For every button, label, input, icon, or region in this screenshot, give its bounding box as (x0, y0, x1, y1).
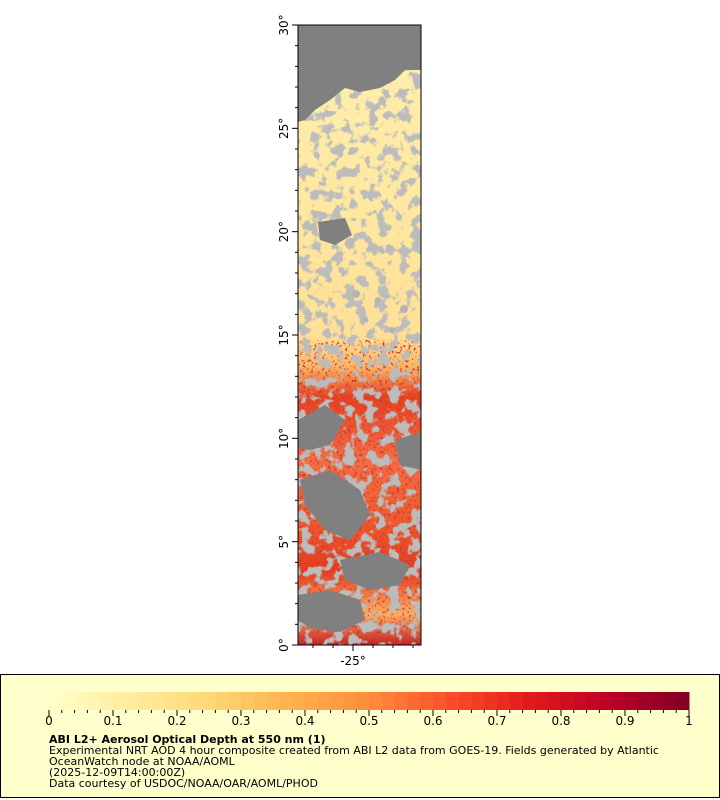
island (375, 297, 381, 303)
colorbar-cell (215, 692, 229, 710)
colorbar-cell (138, 692, 152, 710)
lat-tick-label: 25° (277, 118, 291, 139)
colorbar-tick-label: 1 (685, 714, 693, 728)
lon-tick-label: -25° (340, 654, 366, 668)
colorbar-cell (87, 692, 101, 710)
colorbar-cell (637, 692, 652, 710)
colorbar-cell (548, 692, 562, 710)
colorbar-cell (49, 692, 63, 710)
colorbar-tick-label: 0.9 (615, 714, 634, 728)
colorbar-tick-label: 0.8 (551, 714, 570, 728)
colorbar-cell (676, 692, 690, 710)
colorbar-cell (164, 692, 178, 710)
colorbar-tick-label: 0.5 (359, 714, 378, 728)
colorbar-cell (407, 692, 421, 710)
colorbar-tick-label: 0.2 (167, 714, 186, 728)
colorbar-cell (151, 692, 165, 710)
lat-tick-label: 0° (277, 638, 291, 652)
colorbar-cell (113, 692, 127, 710)
lat-tick-label: 15° (277, 324, 291, 345)
island (389, 327, 395, 333)
colorbar-cell (394, 692, 408, 710)
colorbar-cell (292, 692, 306, 710)
map-panel: 30° 25° 20° 15° 10° 5° 0° -25° (277, 14, 422, 668)
lat-tick-label: 5° (277, 535, 291, 549)
colorbar-cell (484, 692, 498, 710)
colorbar-cell (433, 692, 447, 710)
map-field (298, 25, 421, 645)
island (400, 305, 408, 313)
colorbar-cell (445, 692, 460, 710)
colorbar-cell (343, 692, 357, 710)
colorbar-cell (663, 692, 677, 710)
island (352, 290, 360, 298)
legend-credit: Data courtesy of USDOC/NOAA/OAR/AOML/PHO… (49, 777, 318, 790)
legend-description: Experimental NRT AOD 4 hour composite cr… (49, 744, 659, 768)
colorbar-cell (356, 692, 370, 710)
colorbar-cell (497, 692, 511, 710)
colorbar-cell (241, 692, 255, 710)
colorbar-cell (381, 692, 396, 710)
colorbar-tick-label: 0.3 (231, 714, 250, 728)
colorbar-cell (253, 692, 268, 710)
colorbar-cell (535, 692, 549, 710)
no-data-patch (318, 218, 352, 245)
colorbar-tick-label: 0 (45, 714, 53, 728)
island (363, 317, 369, 323)
lat-tick-label: 20° (277, 221, 291, 242)
colorbar-cell (202, 692, 216, 710)
colorbar-ticks: 0 0.1 0.2 0.3 0.4 0.5 0.6 0.7 0.8 0.9 1 (45, 710, 693, 728)
colorbar-cell (573, 692, 588, 710)
colorbar-cell (74, 692, 88, 710)
colorbar-cell (420, 692, 434, 710)
legend-panel: 0 0.1 0.2 0.3 0.4 0.5 0.6 0.7 0.8 0.9 1 ABI L2+ Ae… (0, 674, 720, 798)
legend-time: (2025-12-09T14:00:00Z) (49, 766, 186, 779)
colorbar-tick-label: 0.1 (103, 714, 122, 728)
colorbar-cell (650, 692, 664, 710)
colorbar-cell (599, 692, 613, 710)
colorbar-cell (522, 692, 536, 710)
colorbar-cell (625, 692, 639, 710)
no-data-patch (395, 432, 421, 470)
colorbar-cell (369, 692, 383, 710)
colorbar-cell (561, 692, 575, 710)
colorbar-cell (100, 692, 114, 710)
no-data-noise (298, 25, 421, 645)
colorbar-cell (305, 692, 319, 710)
aod-map: 30° 25° 20° 15° 10° 5° 0° -25° (277, 14, 422, 668)
lat-tick-label: 10° (277, 428, 291, 449)
no-data-patch (300, 470, 370, 540)
no-data-patch (298, 405, 345, 450)
colorbar-cell (586, 692, 600, 710)
no-data-patch (298, 590, 365, 632)
colorbar-cell (228, 692, 242, 710)
colorbar-cell (612, 692, 626, 710)
colorbar-cells (49, 692, 690, 710)
no-data-patch (340, 552, 410, 590)
colorbar-cell (279, 692, 293, 710)
colorbar-cell (266, 692, 280, 710)
colorbar-cell (189, 692, 204, 710)
colorbar-tick-label: 0.4 (295, 714, 314, 728)
no-data-north (298, 25, 421, 122)
lat-tick-label: 30° (277, 14, 291, 35)
colorbar-cell (471, 692, 485, 710)
colorbar-cell (330, 692, 344, 710)
colorbar-cell (317, 692, 332, 710)
colorbar-tick-label: 0.7 (487, 714, 506, 728)
colorbar-cell (125, 692, 140, 710)
legend-title: ABI L2+ Aerosol Optical Depth at 550 nm … (49, 733, 326, 746)
colorbar-tick-label: 0.6 (423, 714, 442, 728)
colorbar-cell (458, 692, 472, 710)
colorbar-cell (177, 692, 191, 710)
colorbar: 0 0.1 0.2 0.3 0.4 0.5 0.6 0.7 0.8 0.9 1 (45, 692, 693, 728)
colorbar-cell (509, 692, 524, 710)
colorbar-cell (61, 692, 76, 710)
longitude-axis: -25° (312, 645, 414, 668)
latitude-axis: 30° 25° 20° 15° 10° 5° 0° (277, 14, 298, 652)
